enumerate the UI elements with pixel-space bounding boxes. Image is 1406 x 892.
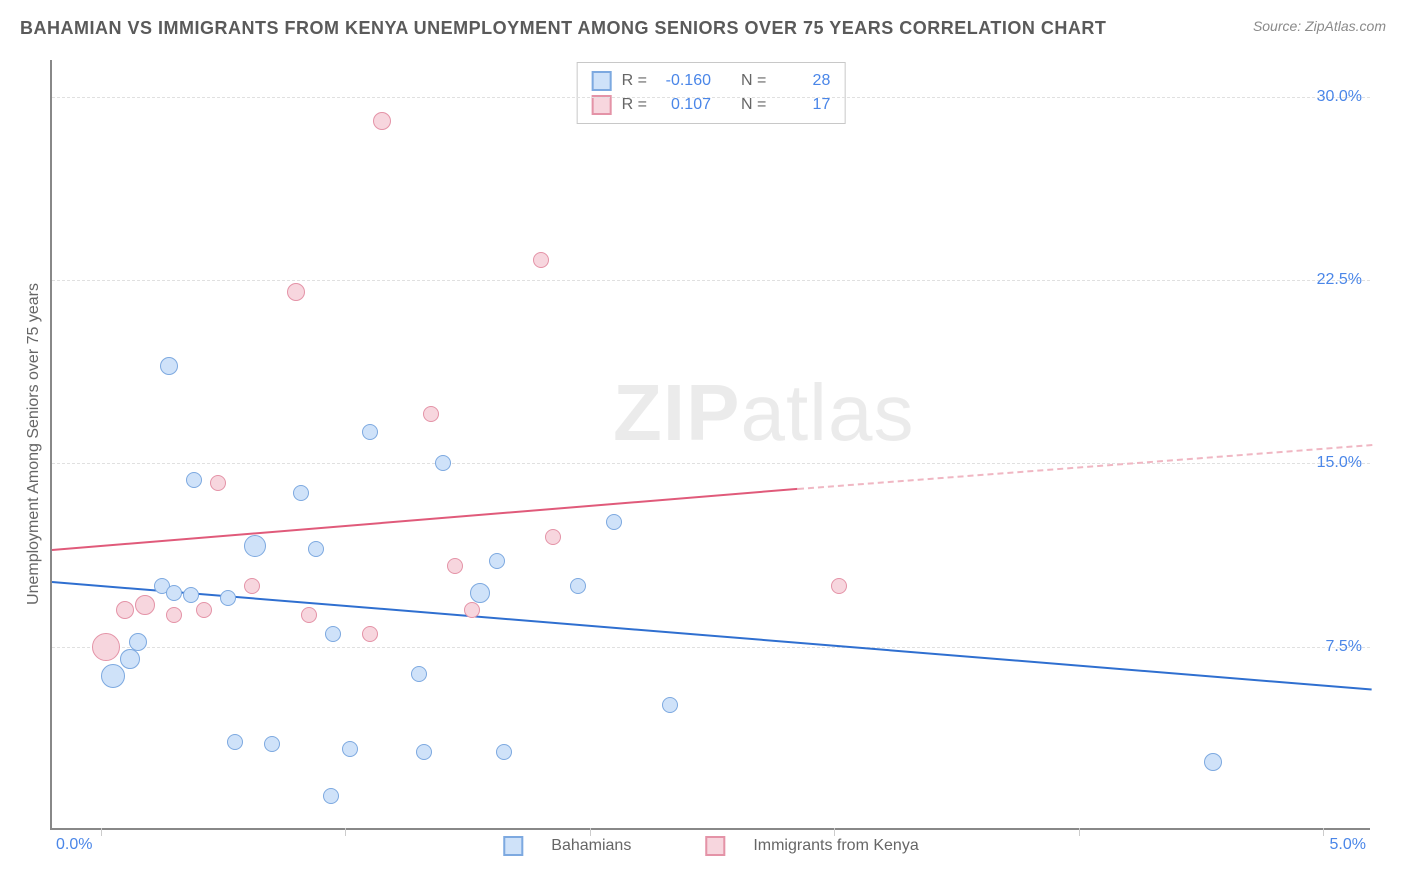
- swatch-series1: [503, 836, 523, 856]
- trendline: [52, 488, 798, 551]
- data-point: [342, 741, 358, 757]
- data-point: [570, 578, 586, 594]
- y-tick-label: 30.0%: [1317, 88, 1362, 106]
- x-axis-min-label: 0.0%: [56, 836, 92, 854]
- data-point: [423, 406, 439, 422]
- data-point: [287, 283, 305, 301]
- data-point: [129, 633, 147, 651]
- data-point: [210, 475, 226, 491]
- data-point: [135, 595, 155, 615]
- y-tick-label: 22.5%: [1317, 271, 1362, 289]
- data-point: [301, 607, 317, 623]
- x-tick: [834, 828, 835, 836]
- trendline: [52, 581, 1372, 691]
- data-point: [373, 112, 391, 130]
- series-legend: Bahamians Immigrants from Kenya: [503, 836, 918, 856]
- series2-name: Immigrants from Kenya: [753, 837, 918, 855]
- gridline-h: [52, 280, 1370, 281]
- gridline-h: [52, 647, 1370, 648]
- data-point: [323, 788, 339, 804]
- stats-legend: R = -0.160 N = 28 R = 0.107 N = 17: [577, 62, 846, 124]
- series1-name: Bahamians: [551, 837, 631, 855]
- swatch-series2: [705, 836, 725, 856]
- swatch-series1: [592, 71, 612, 91]
- data-point: [362, 424, 378, 440]
- data-point: [489, 553, 505, 569]
- data-point: [186, 472, 202, 488]
- x-tick: [1079, 828, 1080, 836]
- data-point: [325, 626, 341, 642]
- data-point: [196, 602, 212, 618]
- y-tick-label: 15.0%: [1317, 454, 1362, 472]
- swatch-series2: [592, 95, 612, 115]
- n-label: N =: [741, 96, 766, 114]
- data-point: [120, 649, 140, 669]
- data-point: [293, 485, 309, 501]
- y-axis-label: Unemployment Among Seniors over 75 years: [25, 283, 43, 605]
- n-label: N =: [741, 72, 766, 90]
- data-point: [244, 578, 260, 594]
- data-point: [545, 529, 561, 545]
- chart-title: BAHAMIAN VS IMMIGRANTS FROM KENYA UNEMPL…: [20, 18, 1106, 39]
- data-point: [416, 744, 432, 760]
- data-point: [244, 535, 266, 557]
- stats-row-series1: R = -0.160 N = 28: [592, 69, 831, 93]
- data-point: [496, 744, 512, 760]
- r-label: R =: [622, 96, 647, 114]
- x-tick: [590, 828, 591, 836]
- gridline-h: [52, 463, 1370, 464]
- data-point: [101, 664, 125, 688]
- x-tick: [1323, 828, 1324, 836]
- data-point: [447, 558, 463, 574]
- gridline-h: [52, 97, 1370, 98]
- data-point: [183, 587, 199, 603]
- data-point: [662, 697, 678, 713]
- trendline: [797, 444, 1372, 490]
- data-point: [220, 590, 236, 606]
- data-point: [411, 666, 427, 682]
- data-point: [116, 601, 134, 619]
- x-axis-max-label: 5.0%: [1330, 836, 1366, 854]
- data-point: [227, 734, 243, 750]
- x-tick: [101, 828, 102, 836]
- data-point: [166, 585, 182, 601]
- r-label: R =: [622, 72, 647, 90]
- y-tick-label: 7.5%: [1326, 638, 1362, 656]
- data-point: [464, 602, 480, 618]
- r-value-series1: -0.160: [657, 72, 711, 90]
- data-point: [160, 357, 178, 375]
- data-point: [533, 252, 549, 268]
- n-value-series1: 28: [776, 72, 830, 90]
- data-point: [1204, 753, 1222, 771]
- x-tick: [345, 828, 346, 836]
- data-point: [166, 607, 182, 623]
- data-point: [264, 736, 280, 752]
- data-point: [435, 455, 451, 471]
- data-point: [308, 541, 324, 557]
- data-point: [92, 633, 120, 661]
- r-value-series2: 0.107: [657, 96, 711, 114]
- n-value-series2: 17: [776, 96, 830, 114]
- data-point: [606, 514, 622, 530]
- source-label: Source: ZipAtlas.com: [1253, 18, 1386, 34]
- data-point: [362, 626, 378, 642]
- chart-area: ZIPatlas Unemployment Among Seniors over…: [50, 60, 1370, 830]
- watermark: ZIPatlas: [613, 367, 914, 459]
- data-point: [831, 578, 847, 594]
- data-point: [470, 583, 490, 603]
